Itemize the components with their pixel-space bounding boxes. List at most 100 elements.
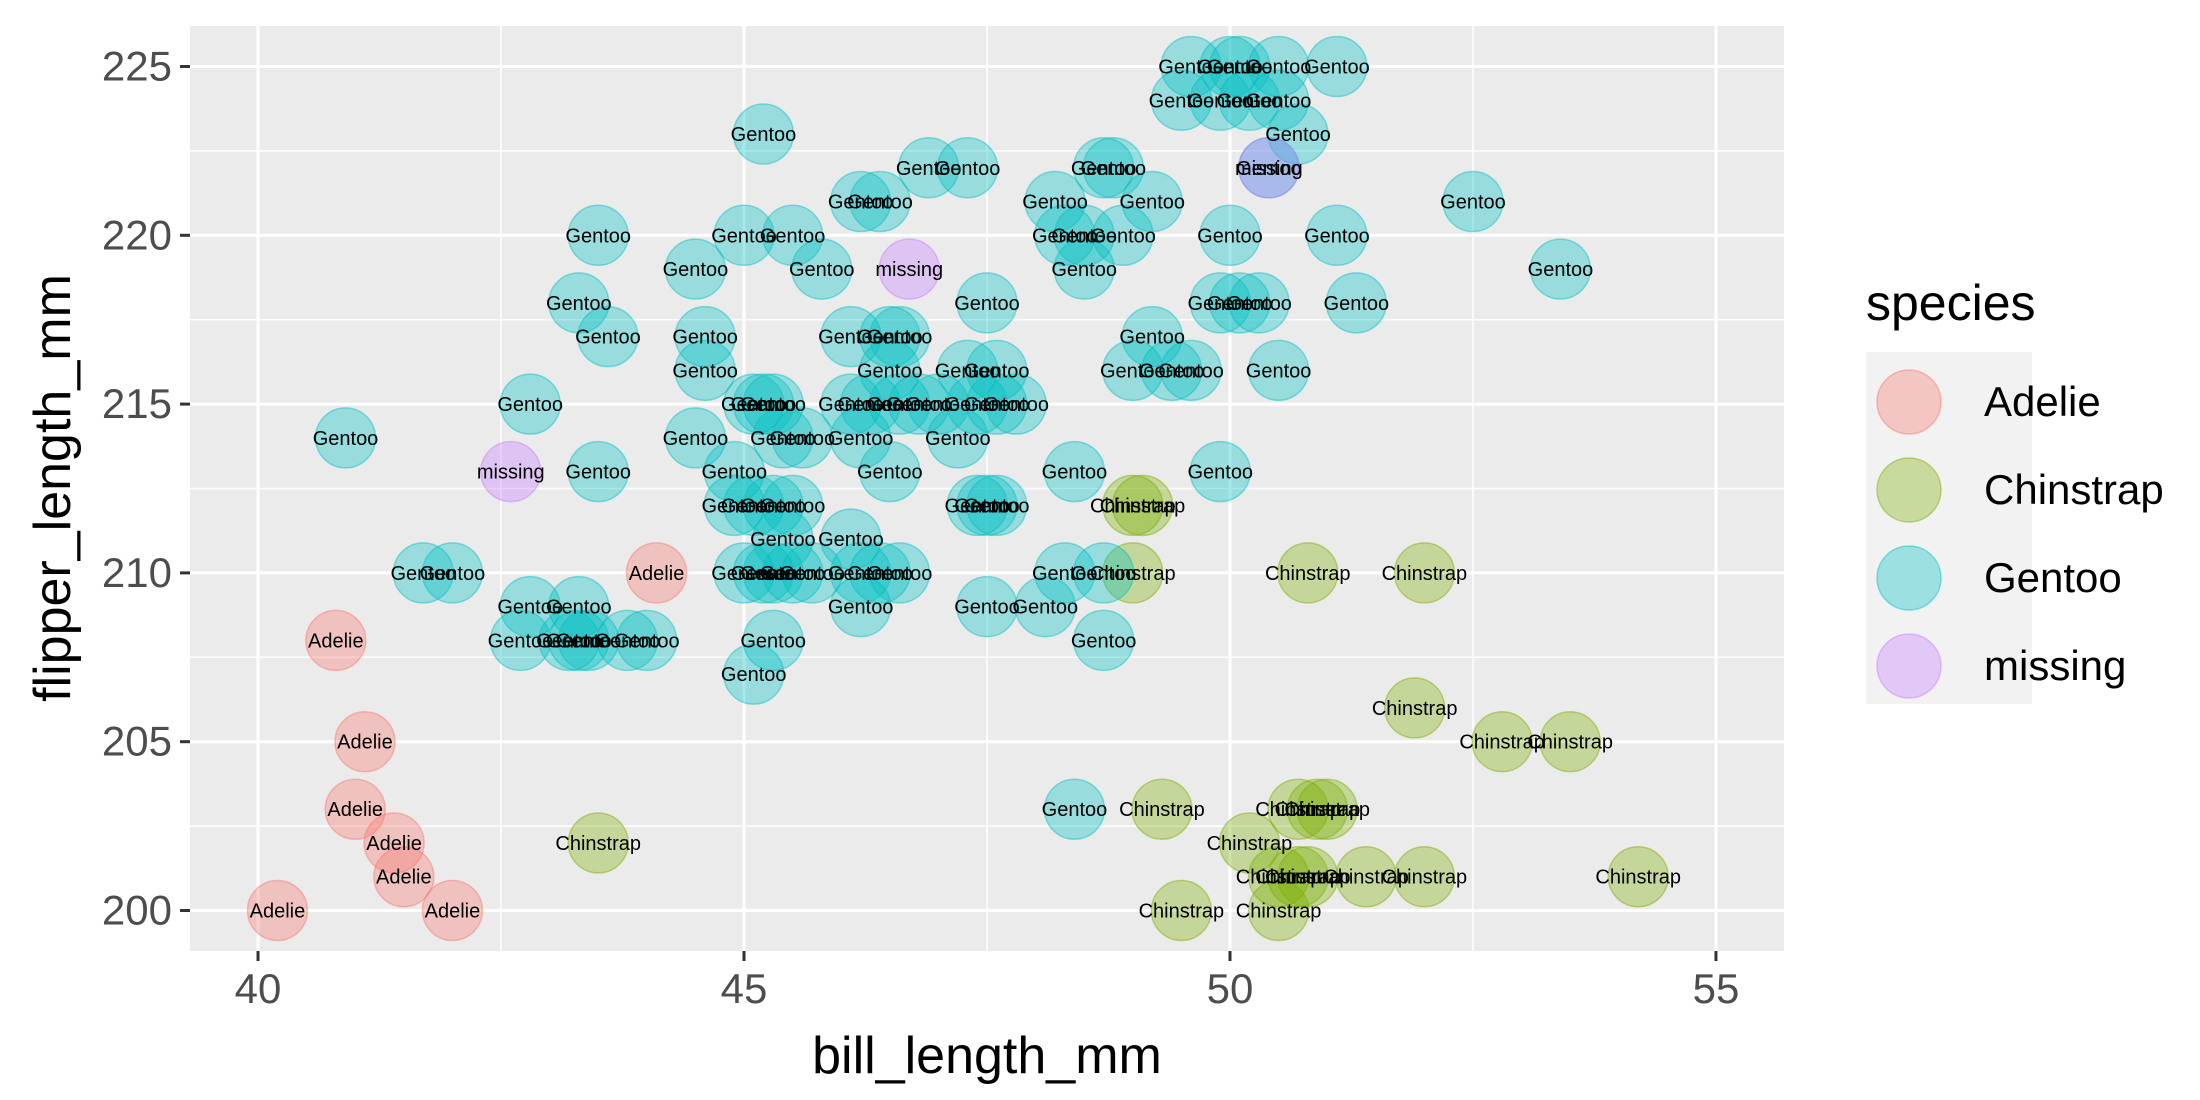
point-label: Chinstrap [1382, 563, 1468, 585]
point-label: Gentoo [1149, 90, 1215, 112]
point-label: Gentoo [497, 394, 563, 416]
data-point-gentoo [1053, 204, 1115, 267]
y-tick-label: 205 [102, 718, 172, 765]
point-label: Gentoo [313, 428, 379, 450]
data-point-gentoo [859, 305, 921, 368]
data-point-gentoo [868, 305, 931, 368]
point-label: Gentoo [867, 327, 933, 349]
point-label: Adelie [376, 867, 432, 889]
point-label: Adelie [425, 900, 481, 922]
data-point-missing [878, 238, 940, 300]
point-label: Gentoo [964, 394, 1030, 416]
legend-label-missing: missing [1984, 642, 2126, 689]
point-label: Gentoo [595, 630, 661, 652]
data-point-gentoo [1072, 137, 1135, 199]
data-point-chinstrap [1471, 710, 1533, 773]
point-label: Gentoo [663, 428, 729, 450]
data-point-gentoo [791, 238, 853, 300]
point-label: Gentoo [1187, 90, 1253, 112]
point-label: Gentoo [818, 327, 884, 349]
data-point-chinstrap [1150, 879, 1213, 942]
data-point-gentoo [664, 238, 727, 300]
point-label: Gentoo [954, 495, 1020, 517]
data-point-missing [1238, 137, 1300, 199]
data-point-gentoo [946, 474, 1009, 537]
point-label: Gentoo [896, 158, 962, 180]
data-point-gentoo [1160, 35, 1222, 98]
data-point-gentoo [1228, 272, 1290, 334]
point-label: Gentoo [1139, 360, 1205, 382]
y-axis-title: flipper_length_mm [24, 274, 82, 702]
point-label: Gentoo [760, 495, 826, 517]
point-label: Chinstrap [1139, 900, 1225, 922]
point-label: Gentoo [857, 360, 923, 382]
point-label: Gentoo [818, 394, 884, 416]
point-label: Gentoo [750, 529, 816, 551]
data-point-gentoo [674, 305, 736, 368]
point-label: Gentoo [954, 293, 1020, 315]
legend-key-gentoo [1876, 545, 1942, 611]
point-label: Gentoo [935, 158, 1001, 180]
point-label: Gentoo [906, 394, 972, 416]
data-point-gentoo [499, 373, 561, 435]
data-point-gentoo [1529, 238, 1592, 300]
data-point-gentoo [1014, 575, 1077, 638]
data-point-gentoo [868, 542, 931, 604]
data-point-gentoo [742, 474, 804, 537]
point-label: Gentoo [721, 664, 787, 686]
point-label: Gentoo [672, 360, 738, 382]
point-label: Gentoo [750, 428, 816, 450]
data-point-gentoo [1306, 204, 1368, 267]
point-label: Gentoo [1022, 192, 1088, 214]
point-label: Gentoo [1197, 57, 1263, 79]
point-label: Gentoo [1032, 225, 1098, 247]
data-point-gentoo [897, 137, 960, 199]
point-label: Adelie [327, 799, 383, 821]
point-label: Chinstrap [1265, 867, 1351, 889]
point-label: Gentoo [1207, 293, 1273, 315]
point-label: missing [477, 462, 545, 484]
data-point-gentoo [421, 542, 484, 604]
point-label: Gentoo [954, 597, 1020, 619]
y-tick-label: 210 [102, 549, 172, 596]
legend: species Adelie Chinstrap Gentoo missing [1866, 275, 2164, 704]
data-point-gentoo [956, 575, 1018, 638]
y-tick-label: 225 [102, 43, 172, 90]
data-point-gentoo [1208, 272, 1271, 334]
point-label: Chinstrap [1236, 900, 1322, 922]
data-point-chinstrap [1335, 845, 1397, 908]
point-label: Gentoo [740, 495, 806, 517]
x-tick-label: 45 [721, 965, 768, 1012]
point-label: Gentoo [1119, 192, 1185, 214]
point-label: Gentoo [390, 563, 456, 585]
point-label: Gentoo [488, 630, 554, 652]
data-point-gentoo [1247, 339, 1310, 402]
data-point-gentoo [907, 373, 970, 435]
data-point-adelie [246, 879, 309, 942]
legend-key-adelie [1876, 369, 1942, 435]
data-point-gentoo [946, 373, 1009, 435]
point-label: Gentoo [1081, 158, 1147, 180]
legend-key-background [1866, 352, 2032, 704]
x-tick-label: 50 [1207, 965, 1254, 1012]
point-label: Chinstrap [1090, 563, 1176, 585]
data-point-gentoo [1043, 778, 1106, 840]
point-label: Gentoo [556, 630, 622, 652]
point-label: Chinstrap [1323, 867, 1409, 889]
data-point-chinstrap [567, 812, 629, 874]
legend-label-adelie: Adelie [1984, 378, 2101, 425]
data-point-chinstrap [1247, 845, 1310, 908]
point-label: Gentoo [944, 495, 1010, 517]
major-gridlines [190, 26, 1784, 951]
data-point-gentoo [664, 407, 727, 469]
data-point-chinstrap [1276, 542, 1339, 604]
data-point-gentoo [1072, 609, 1135, 672]
point-label: Gentoo [847, 192, 913, 214]
point-label: Gentoo [740, 630, 806, 652]
y-axis: 200 205 210 215 220 225 [102, 43, 190, 933]
point-label: Adelie [337, 732, 393, 754]
point-label: missing [875, 259, 943, 281]
point-label: Gentoo [1051, 225, 1117, 247]
point-label: Gentoo [760, 225, 826, 247]
